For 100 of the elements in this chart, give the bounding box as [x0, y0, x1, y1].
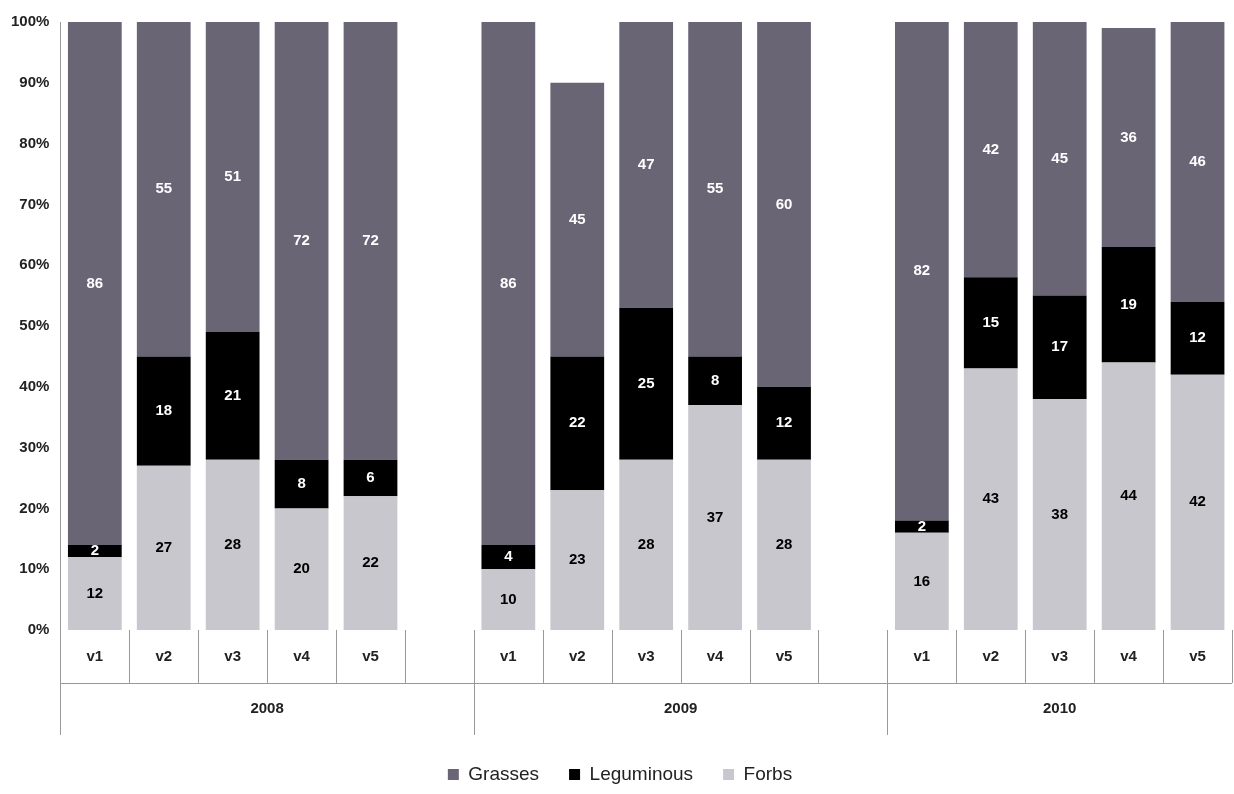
bar: [1032, 398, 1087, 630]
text: 2008: [250, 699, 284, 717]
bar: [1170, 22, 1225, 302]
data-label: 45: [568, 209, 586, 227]
data-label: 47: [637, 155, 655, 173]
data-label: 45: [1051, 148, 1069, 166]
x-tick-label: v3: [637, 647, 655, 665]
y-tick-label: 70%: [19, 194, 50, 212]
bar: [67, 544, 122, 558]
text: 2009: [663, 699, 698, 717]
data-label: 8: [710, 370, 720, 388]
bar: [894, 532, 949, 630]
bar: [343, 496, 398, 630]
bar: [205, 459, 260, 630]
x-tick-label: v5: [775, 647, 793, 665]
bar: [1101, 246, 1156, 363]
y-tick-label: 20%: [19, 498, 50, 516]
bar: [757, 22, 811, 387]
bar: [688, 356, 742, 406]
bar: [550, 356, 605, 491]
bar: [1170, 374, 1225, 630]
x-tick-label: v2: [155, 647, 173, 665]
data-label: 37: [706, 507, 724, 525]
x-tick-label: v5: [362, 647, 379, 665]
bar: [274, 508, 329, 630]
data-label: 19: [1120, 294, 1137, 312]
bar: [343, 22, 398, 460]
bar: [136, 465, 191, 630]
bar: [136, 22, 191, 357]
data-label: 28: [775, 535, 793, 553]
data-label: 60: [775, 194, 793, 212]
bar: [963, 22, 1018, 278]
data-label: 55: [706, 179, 724, 197]
data-label: 2: [917, 516, 927, 534]
data-label: 46: [1189, 151, 1206, 169]
data-label: 44: [1120, 486, 1138, 504]
data-label: 42: [1189, 492, 1206, 510]
data-label: 28: [637, 535, 655, 553]
data-label: 82: [913, 261, 931, 279]
text: 2010: [1043, 699, 1077, 717]
bar: [619, 307, 674, 460]
bar: [67, 22, 122, 545]
y-tick-label: 60%: [19, 255, 50, 273]
data-label: 28: [224, 535, 242, 553]
bar: [205, 332, 260, 460]
bar: [894, 22, 949, 521]
bar: [619, 459, 674, 630]
legend-label: Forbs: [743, 762, 793, 784]
data-label: 6: [366, 468, 375, 486]
bar: [1101, 28, 1156, 247]
x-tick-label: v4: [706, 647, 725, 665]
data-label: 27: [155, 538, 173, 556]
data-label: 10: [500, 589, 517, 607]
data-label: 8: [297, 474, 306, 492]
y-tick-label: 50%: [19, 316, 50, 334]
data-label: 23: [568, 550, 586, 568]
bar: [550, 490, 605, 630]
x-tick-label: v5: [1189, 647, 1206, 665]
x-tick-label: v3: [1051, 647, 1069, 665]
y-tick-label: 0%: [27, 620, 50, 638]
bar: [481, 544, 536, 570]
y-tick-label: 10%: [19, 559, 50, 577]
y-tick-label: 100%: [10, 12, 50, 30]
y-tick-label: 80%: [19, 133, 50, 151]
bar: [481, 569, 536, 630]
legend-label: Grasses: [468, 762, 540, 784]
data-label: 21: [224, 386, 242, 404]
y-tick-label: 30%: [19, 437, 50, 455]
data-label: 43: [982, 489, 1000, 507]
bar: [1101, 362, 1156, 630]
bar: [1032, 22, 1087, 296]
data-label: 15: [982, 313, 1000, 331]
data-label: 18: [155, 401, 173, 419]
data-label: 86: [500, 273, 517, 291]
bar: [274, 459, 329, 509]
x-tick-label: v2: [568, 647, 586, 665]
legend-label: Leguminous: [589, 762, 694, 784]
bar: [481, 22, 536, 545]
data-label: 16: [913, 571, 931, 589]
data-label: 2: [90, 541, 99, 559]
bar: [550, 82, 605, 357]
bar: [963, 368, 1018, 630]
bar: [1170, 301, 1225, 375]
data-label: 55: [155, 179, 173, 197]
x-tick-label: v1: [500, 647, 517, 665]
data-label: 86: [86, 273, 104, 291]
bar: [205, 22, 260, 333]
data-label: 25: [637, 373, 655, 391]
data-label: 12: [86, 583, 104, 601]
bar: [619, 22, 674, 308]
x-tick-label: v4: [1120, 647, 1138, 665]
bar: [136, 356, 191, 466]
bar: [688, 405, 742, 630]
bar: [343, 459, 398, 497]
y-tick-label: 40%: [19, 376, 50, 394]
data-label: 12: [1189, 328, 1206, 346]
x-tick-label: v2: [982, 647, 1000, 665]
bar: [963, 277, 1018, 369]
data-label: 51: [224, 167, 242, 185]
bar: [67, 557, 122, 630]
